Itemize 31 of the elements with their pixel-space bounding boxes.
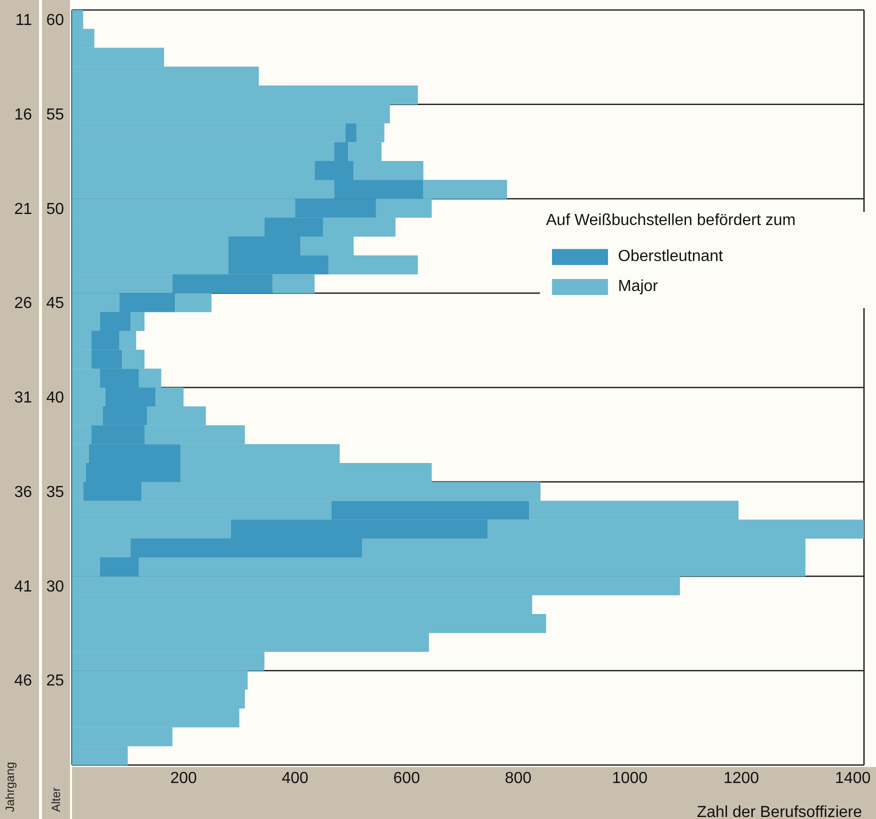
- y-tick-label: 55: [46, 106, 64, 124]
- y2-tick-label: 31: [14, 390, 32, 407]
- y2-axis-title: Jahrgang: [3, 762, 17, 812]
- x-tick-label: 800: [504, 770, 532, 787]
- y2-tick-label: 16: [14, 106, 32, 124]
- x-tick-label: 1200: [724, 770, 760, 787]
- x-tick-label: 400: [282, 770, 309, 787]
- x-axis-title: Zahl der Berufsoffiziere: [696, 804, 862, 819]
- y-tick-label: 50: [46, 200, 64, 218]
- y2-tick-label: 11: [15, 12, 32, 30]
- bar: [272, 274, 315, 294]
- legend-title: Auf Weißbuchstellen befördert zum: [546, 212, 797, 230]
- y2-tick-label: 21: [14, 200, 32, 218]
- y2-tick-label: 41: [14, 578, 32, 596]
- x-tick-label: 600: [393, 770, 420, 787]
- y-tick-label: 45: [46, 295, 64, 312]
- x-tick-label: 1400: [835, 770, 871, 787]
- x-tick-label: 1000: [612, 770, 648, 787]
- legend-label: Major: [618, 278, 658, 296]
- bar: [175, 293, 212, 312]
- legend-label: Oberstleutnant: [618, 248, 723, 266]
- y-tick-label: 60: [46, 12, 64, 30]
- y-tick-label: 30: [46, 578, 64, 596]
- x-tick-label: 200: [170, 770, 197, 787]
- y-tick-label: 40: [46, 390, 64, 407]
- y-axis-title: Alter: [49, 787, 63, 812]
- y2-tick-label: 36: [14, 484, 32, 501]
- y-tick-label: 25: [46, 672, 64, 690]
- y2-tick-label: 26: [14, 295, 32, 312]
- y-tick-label: 35: [46, 484, 64, 501]
- y2-tick-label: 46: [14, 672, 32, 690]
